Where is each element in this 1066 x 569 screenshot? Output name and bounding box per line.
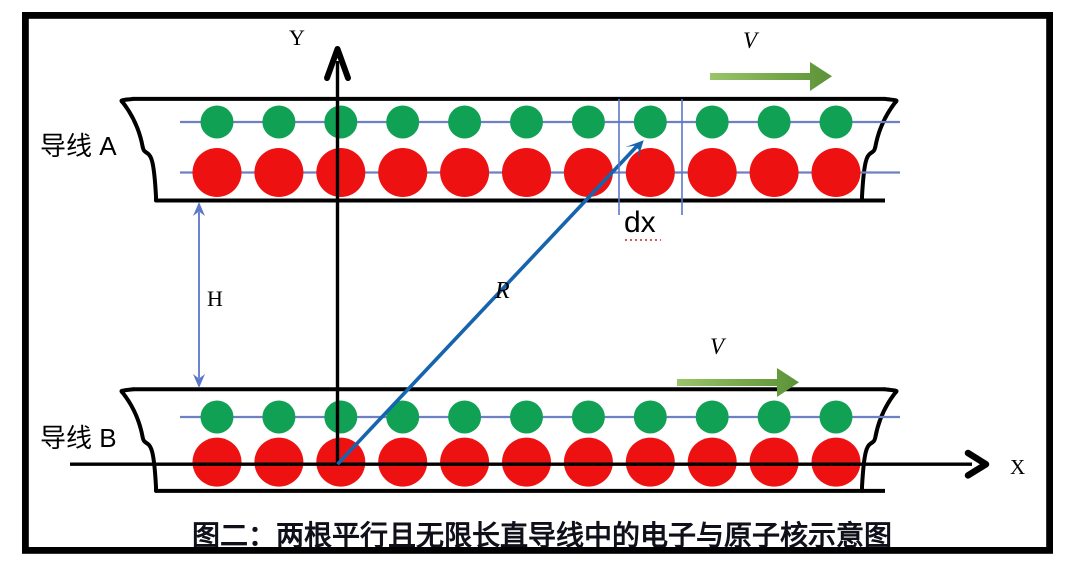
svg-text:Y: Y xyxy=(289,25,305,50)
svg-text:dx: dx xyxy=(624,206,656,239)
svg-text:X: X xyxy=(1010,455,1025,479)
svg-text:V: V xyxy=(743,28,760,53)
svg-text:V: V xyxy=(710,334,727,359)
svg-text:H: H xyxy=(207,286,223,311)
svg-text:导线 A: 导线 A xyxy=(40,131,117,161)
svg-text:R: R xyxy=(494,278,510,304)
svg-text:导线 B: 导线 B xyxy=(40,423,117,453)
